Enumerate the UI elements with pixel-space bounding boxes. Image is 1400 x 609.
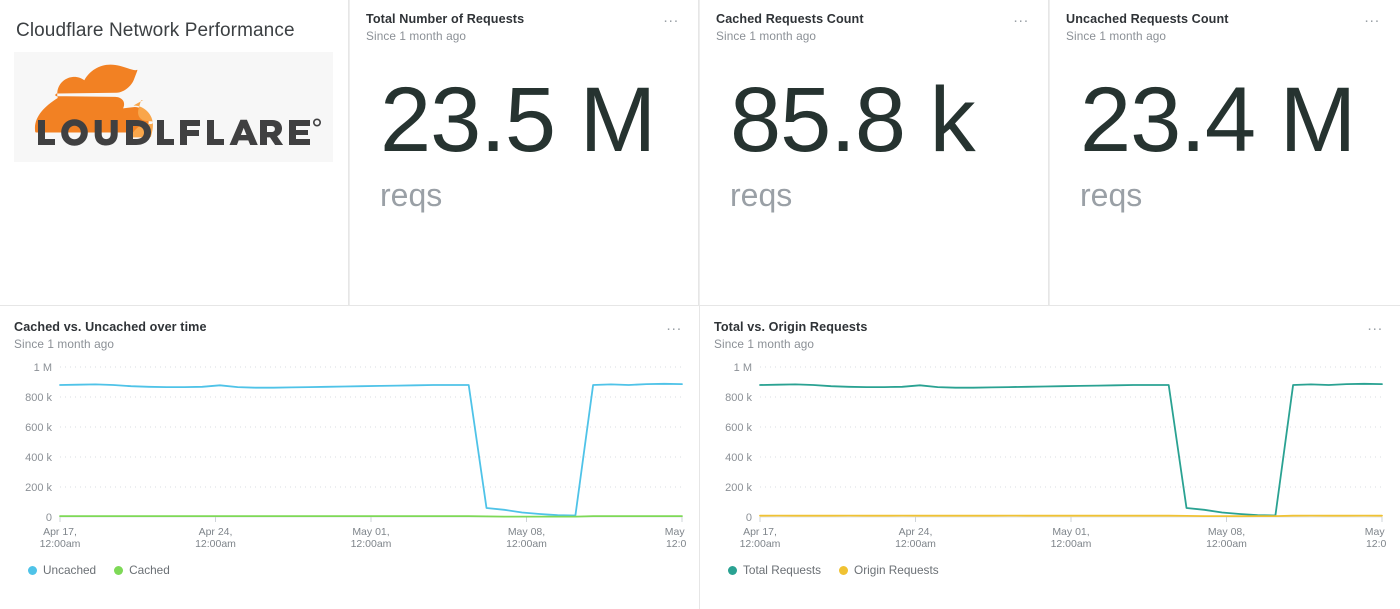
chart-panel-header: Cached vs. Uncached over time Since 1 mo… <box>14 317 685 351</box>
svg-text:12:00am: 12:00am <box>195 538 236 550</box>
svg-text:May 08,: May 08, <box>1208 526 1245 538</box>
svg-text:12:00a: 12:00a <box>666 538 686 550</box>
stat-card-total-requests: Total Number of Requests Since 1 month a… <box>349 0 699 305</box>
stat-unit: reqs <box>730 176 793 213</box>
panel-menu-button[interactable]: ... <box>663 9 679 26</box>
cloudflare-logo-box <box>14 52 333 162</box>
stat-card-header: Total Number of Requests Since 1 month a… <box>366 9 682 43</box>
stat-card-header: Cached Requests Count Since 1 month ago … <box>716 9 1032 43</box>
legend-label: Cached <box>129 563 170 577</box>
legend-label: Uncached <box>43 563 97 577</box>
stat-value: 23.4 M <box>1080 69 1356 172</box>
svg-text:12:00am: 12:00am <box>1206 538 1247 550</box>
panel-menu-button[interactable]: ... <box>1367 317 1383 334</box>
legend-item-uncached[interactable]: Uncached <box>28 563 96 577</box>
chart-title: Cached vs. Uncached over time <box>14 320 207 334</box>
svg-text:1 M: 1 M <box>734 362 752 374</box>
svg-text:May 15: May 15 <box>665 526 686 538</box>
legend-item-total-requests[interactable]: Total Requests <box>728 563 821 577</box>
chart-title: Total vs. Origin Requests <box>714 320 868 334</box>
stat-card-subtitle: Since 1 month ago <box>366 29 467 43</box>
svg-text:12:00am: 12:00am <box>351 538 392 550</box>
stat-card-subtitle: Since 1 month ago <box>1066 29 1167 43</box>
svg-text:200 k: 200 k <box>725 482 752 494</box>
svg-text:12:00am: 12:00am <box>40 538 81 550</box>
svg-text:May 01,: May 01, <box>1052 526 1089 538</box>
page-title: Cloudflare Network Performance <box>16 20 295 41</box>
chart-subtitle: Since 1 month ago <box>14 337 115 351</box>
panel-cloudflare-logo: Cloudflare Network Performance <box>0 0 349 305</box>
legend-item-origin-requests[interactable]: Origin Requests <box>839 563 939 577</box>
panel-menu-button[interactable]: ... <box>1013 9 1029 26</box>
stat-card-header: Uncached Requests Count Since 1 month ag… <box>1066 9 1383 43</box>
stat-card-uncached-requests: Uncached Requests Count Since 1 month ag… <box>1049 0 1399 305</box>
svg-text:0: 0 <box>746 512 752 524</box>
svg-text:12:00a: 12:00a <box>1366 538 1386 550</box>
svg-text:400 k: 400 k <box>25 452 52 464</box>
svg-text:600 k: 600 k <box>725 422 752 434</box>
stat-card-body: 23.5 M reqs <box>366 43 682 248</box>
legend-label: Origin Requests <box>854 563 939 577</box>
svg-text:May 08,: May 08, <box>508 526 545 538</box>
stat-card-cached-requests: Cached Requests Count Since 1 month ago … <box>699 0 1049 305</box>
svg-text:400 k: 400 k <box>725 452 752 464</box>
panel-menu-button[interactable]: ... <box>666 317 682 334</box>
svg-text:200 k: 200 k <box>25 482 52 494</box>
stat-card-body: 85.8 k reqs <box>716 43 1032 248</box>
cloudflare-logo-icon <box>34 64 321 146</box>
chart-legend: Uncached Cached <box>14 563 685 577</box>
stat-value: 85.8 k <box>730 69 976 172</box>
svg-text:800 k: 800 k <box>725 392 752 404</box>
svg-text:800 k: 800 k <box>25 392 52 404</box>
stat-value: 23.5 M <box>380 69 656 172</box>
legend-color-dot <box>839 565 849 575</box>
panel-menu-button[interactable]: ... <box>1364 9 1380 26</box>
stat-unit: reqs <box>1080 176 1143 213</box>
stat-card-title: Total Number of Requests <box>366 12 525 26</box>
stat-card-body: 23.4 M reqs <box>1066 43 1383 248</box>
svg-text:12:00am: 12:00am <box>1051 538 1092 550</box>
legend-color-dot <box>728 565 737 575</box>
chart-subtitle: Since 1 month ago <box>714 337 815 351</box>
legend-color-dot <box>114 565 124 575</box>
legend-label: Total Requests <box>743 563 822 577</box>
chart-panel-total-vs-origin: Total vs. Origin Requests Since 1 month … <box>700 306 1400 609</box>
stat-card-title: Uncached Requests Count <box>1066 12 1229 26</box>
stat-card-title: Cached Requests Count <box>716 12 864 26</box>
svg-text:Apr 17,: Apr 17, <box>743 526 777 538</box>
svg-text:1 M: 1 M <box>34 362 52 374</box>
chart-panel-cached-vs-uncached: Cached vs. Uncached over time Since 1 mo… <box>0 306 700 609</box>
svg-text:May 15: May 15 <box>1365 526 1386 538</box>
svg-text:Apr 24,: Apr 24, <box>899 526 933 538</box>
chart-panel-row: Cached vs. Uncached over time Since 1 mo… <box>0 305 1400 609</box>
chart-panel-header: Total vs. Origin Requests Since 1 month … <box>714 317 1386 351</box>
top-panel-row: Cloudflare Network Performance <box>0 0 1399 305</box>
svg-text:Apr 24,: Apr 24, <box>199 526 233 538</box>
svg-text:12:00am: 12:00am <box>895 538 936 550</box>
chart-legend: Total Requests Origin Requests <box>714 563 1386 577</box>
stat-unit: reqs <box>380 176 443 213</box>
svg-text:12:00am: 12:00am <box>506 538 547 550</box>
legend-color-dot <box>28 565 37 575</box>
svg-text:12:00am: 12:00am <box>740 538 781 550</box>
legend-item-cached[interactable]: Cached <box>114 563 170 577</box>
svg-text:May 01,: May 01, <box>352 526 389 538</box>
svg-text:600 k: 600 k <box>25 422 52 434</box>
svg-text:Apr 17,: Apr 17, <box>43 526 77 538</box>
svg-text:0: 0 <box>46 512 52 524</box>
stat-card-subtitle: Since 1 month ago <box>716 29 817 43</box>
